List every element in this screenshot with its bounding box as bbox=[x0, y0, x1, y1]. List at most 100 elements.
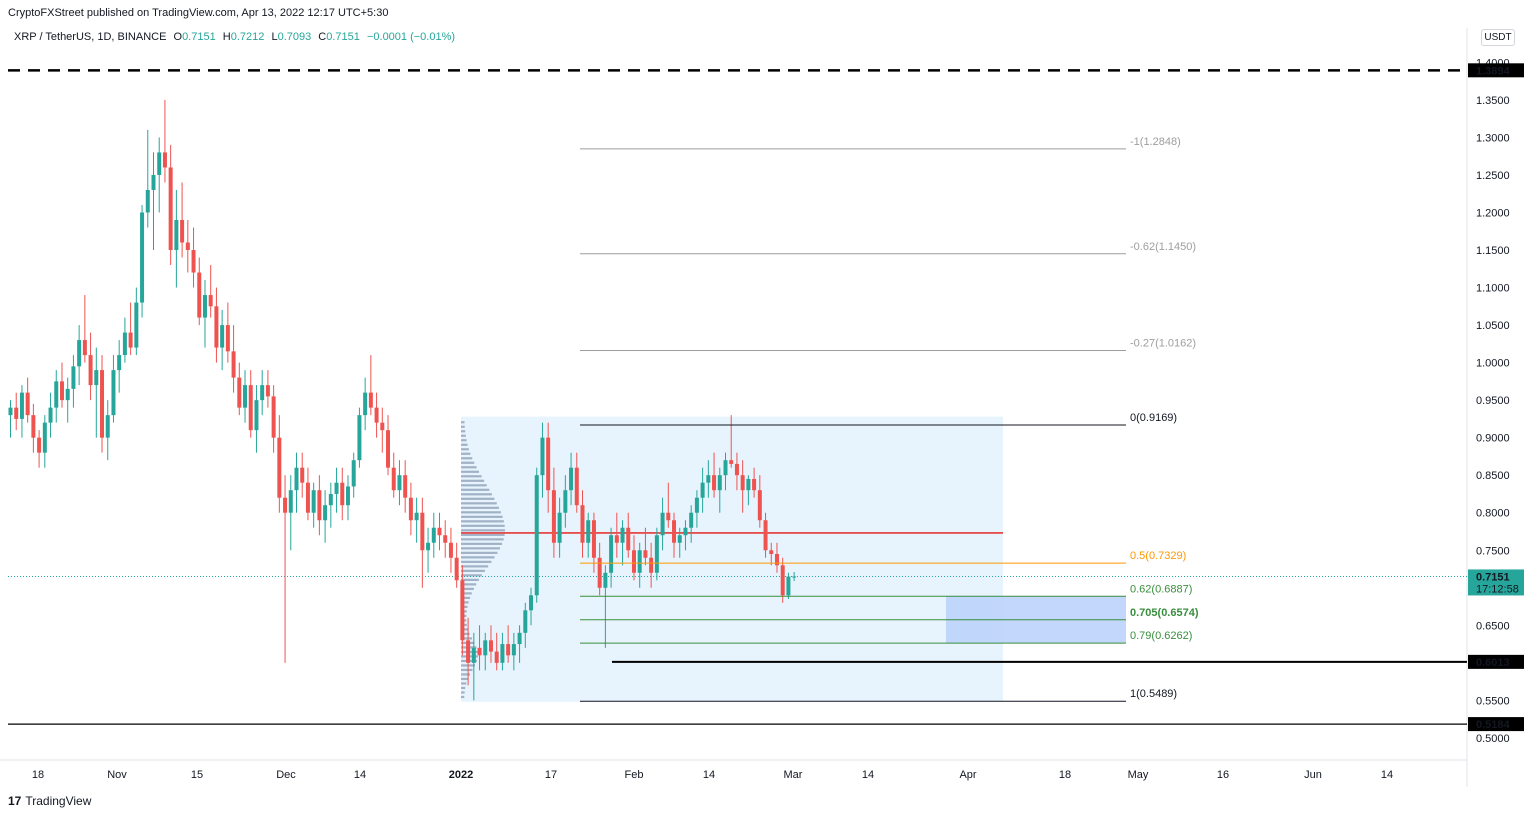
y-tick-label: 0.9500 bbox=[1476, 395, 1510, 407]
candle-body bbox=[700, 482, 705, 498]
y-tick-label: 0.6500 bbox=[1476, 620, 1510, 632]
x-tick-label: 18 bbox=[32, 769, 44, 781]
candle-body bbox=[603, 572, 608, 588]
candle-body bbox=[466, 640, 471, 663]
x-tick-label: Dec bbox=[276, 769, 296, 781]
candle-body bbox=[391, 467, 396, 491]
x-tick-label: Jun bbox=[1304, 769, 1322, 781]
candle-body bbox=[437, 527, 442, 536]
candle-body bbox=[265, 385, 270, 397]
y-tick-label: 1.3500 bbox=[1476, 95, 1510, 107]
published-caption: CryptoFXStreet published on TradingView.… bbox=[8, 7, 389, 19]
candle-body bbox=[151, 174, 156, 190]
candle-body bbox=[426, 542, 431, 551]
volume-profile-bar bbox=[461, 695, 465, 699]
candle-body bbox=[448, 542, 453, 558]
close-value: 0.7151 bbox=[326, 31, 360, 43]
x-tick-label: 2022 bbox=[449, 769, 473, 781]
volume-profile-bar bbox=[461, 569, 485, 572]
candle-body bbox=[134, 302, 139, 348]
y-tick-label: 1.2000 bbox=[1476, 207, 1510, 219]
y-tick-label: 1.1500 bbox=[1476, 245, 1510, 257]
candle-body bbox=[551, 490, 556, 543]
volume-profile-bar bbox=[461, 452, 471, 455]
candle-body bbox=[311, 490, 316, 513]
candle-body bbox=[254, 400, 259, 431]
fib-level-label: 0.62(0.6887) bbox=[1130, 583, 1192, 595]
low-label: L bbox=[271, 31, 278, 43]
candle-body bbox=[243, 385, 248, 408]
candle-body bbox=[763, 520, 768, 551]
candle-body bbox=[351, 460, 356, 487]
candle-body bbox=[42, 422, 47, 453]
candle-body bbox=[94, 370, 99, 386]
candle-body bbox=[740, 475, 745, 491]
x-tick-label: 14 bbox=[862, 769, 874, 781]
volume-profile-bar bbox=[461, 542, 503, 545]
candle-body bbox=[569, 467, 574, 491]
y-tick-label: 1.0500 bbox=[1476, 320, 1510, 332]
candle-body bbox=[220, 325, 225, 348]
price-label-value: 0.7151 bbox=[1476, 571, 1510, 583]
candle-body bbox=[500, 644, 505, 663]
candle-body bbox=[643, 550, 648, 558]
y-tick-label: 0.8000 bbox=[1476, 508, 1510, 520]
candle-body bbox=[477, 647, 482, 656]
candle-body bbox=[540, 437, 545, 476]
volume-profile-bar bbox=[461, 578, 479, 581]
candle-body bbox=[677, 535, 682, 543]
candle-body bbox=[174, 219, 179, 251]
candle-body bbox=[82, 340, 87, 356]
price-label-value: 0.5184 bbox=[1476, 719, 1511, 731]
candle-body bbox=[157, 152, 162, 175]
fib-level-label: -1(1.2848) bbox=[1130, 136, 1181, 148]
candle-body bbox=[786, 576, 791, 596]
volume-profile-bar bbox=[461, 691, 465, 694]
candle-body bbox=[208, 295, 213, 307]
x-tick-label: 17 bbox=[545, 769, 557, 781]
candle-body bbox=[614, 535, 619, 543]
candle-body bbox=[609, 535, 614, 573]
currency-button[interactable]: USDT bbox=[1481, 29, 1515, 46]
x-tick-label: 14 bbox=[1381, 769, 1393, 781]
candle-body bbox=[471, 647, 476, 663]
candle-body bbox=[626, 527, 631, 551]
x-tick-label: 16 bbox=[1217, 769, 1229, 781]
change-value: −0.0001 (−0.01%) bbox=[366, 31, 456, 43]
volume-profile-bar bbox=[461, 551, 498, 554]
volume-profile-bar bbox=[461, 484, 487, 487]
volume-profile-bar bbox=[461, 538, 504, 541]
volume-profile-bar bbox=[461, 466, 477, 469]
candle-body bbox=[557, 512, 562, 543]
candle-body bbox=[214, 306, 219, 348]
candle-body bbox=[357, 415, 362, 461]
candle-body bbox=[712, 475, 717, 491]
candle-body bbox=[105, 415, 110, 438]
volume-profile-bar bbox=[461, 511, 501, 514]
candle-body bbox=[197, 272, 202, 318]
candle-body bbox=[328, 493, 333, 506]
volume-profile-bar bbox=[461, 529, 505, 532]
candle-body bbox=[666, 512, 671, 521]
candle-body bbox=[408, 497, 413, 521]
candle-body bbox=[140, 212, 145, 303]
candle-body bbox=[48, 407, 53, 423]
candle-body bbox=[180, 219, 185, 243]
candle-body bbox=[288, 490, 293, 513]
candle-body bbox=[723, 460, 728, 476]
candle-body bbox=[689, 512, 694, 528]
volume-profile-bar bbox=[461, 515, 503, 518]
fib-level-label: 0.5(0.7329) bbox=[1130, 550, 1186, 562]
price-label-countdown: 17:12:58 bbox=[1476, 583, 1519, 595]
fib-level-label: 0(0.9169) bbox=[1130, 412, 1177, 424]
y-tick-label: 0.9000 bbox=[1476, 433, 1510, 445]
candle-body bbox=[8, 407, 13, 416]
price-label-box bbox=[1468, 569, 1524, 596]
candle-body bbox=[792, 576, 797, 578]
candle-body bbox=[237, 377, 242, 408]
candle-body bbox=[769, 550, 774, 555]
candle-body bbox=[534, 475, 539, 596]
volume-profile-bar bbox=[461, 574, 482, 577]
tradingview-brand[interactable]: 17 TradingView bbox=[8, 794, 91, 808]
